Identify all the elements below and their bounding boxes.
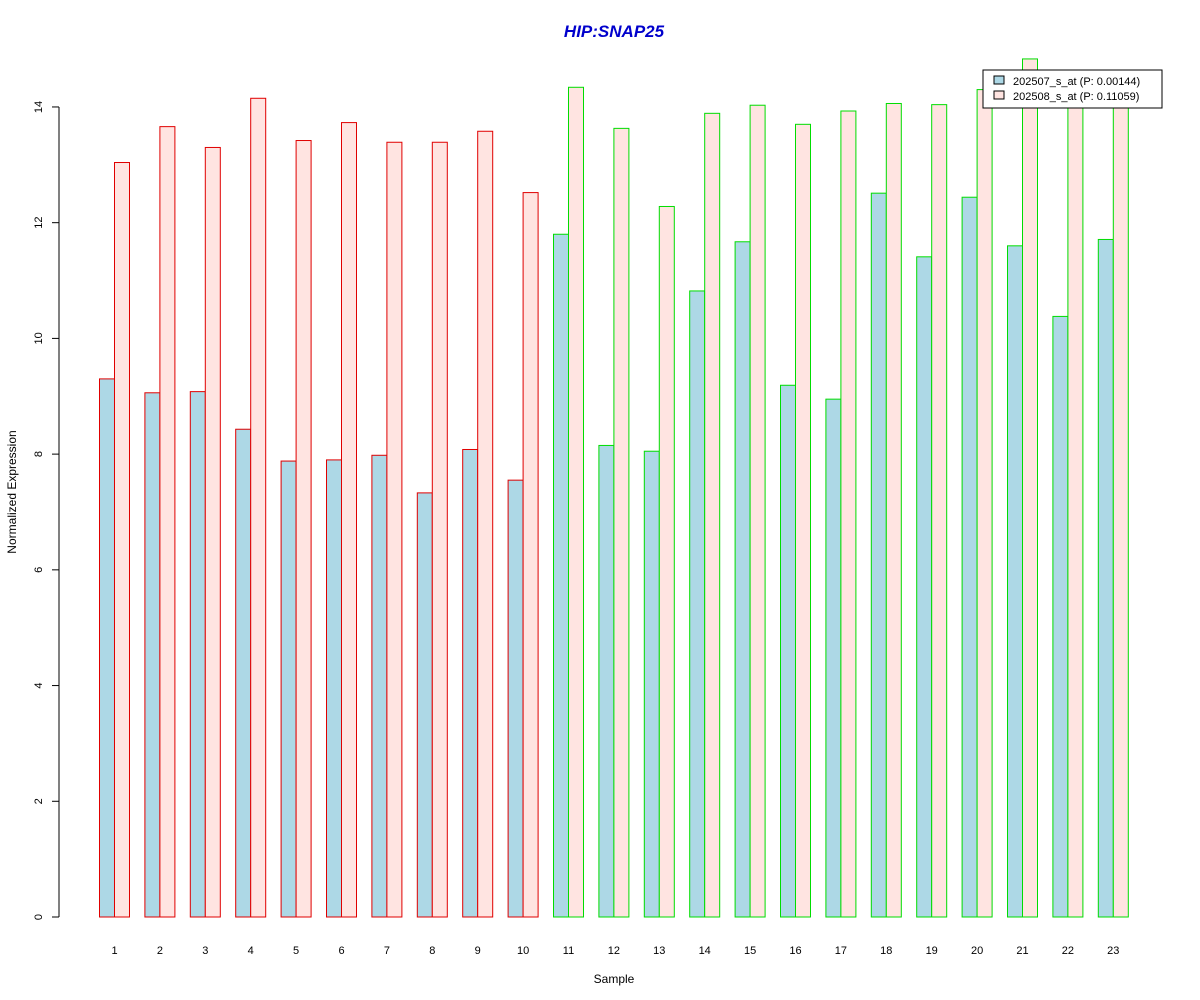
bar-sample-10-series-2: [522, 192, 539, 918]
legend-box: [982, 69, 1163, 109]
bar-sample-7-series-2: [386, 141, 403, 918]
bar-sample-13-series-1: [643, 450, 660, 918]
bar-sample-22-series-2: [1067, 103, 1084, 918]
bar-sample-19-series-2: [931, 104, 948, 918]
y-tick-label: 4: [33, 682, 45, 688]
x-tick-label: 22: [1062, 945, 1074, 957]
bar-sample-8-series-1: [416, 492, 433, 918]
bar-sample-14-series-2: [704, 112, 721, 918]
x-tick-label: 2: [157, 945, 163, 957]
x-tick-label: 20: [971, 945, 983, 957]
bar-sample-15-series-2: [749, 104, 766, 918]
bar-sample-10-series-1: [507, 479, 524, 918]
y-tick-label: 8: [33, 451, 45, 457]
x-tick-label: 16: [789, 945, 801, 957]
legend-swatch-series-2: [993, 90, 1005, 100]
y-tick-label: 6: [33, 567, 45, 573]
x-tick-labels: 1 2 3 4 5 6 7 8 9 10 11 12 13 14 15 16 17 18 19 20 21 22 23: [111, 945, 1119, 957]
bar-sample-18-series-1: [870, 192, 887, 918]
y-tick-label: 2: [33, 798, 45, 804]
x-tick-label: 12: [608, 945, 620, 957]
x-tick-label: 3: [202, 945, 208, 957]
legend-label-series-2: 202508_s_at (P: 0.11059): [1013, 91, 1139, 103]
x-tick-label: 5: [293, 945, 299, 957]
bar-sample-22-series-1: [1052, 315, 1069, 918]
bar-sample-16-series-1: [780, 384, 796, 918]
bar-sample-6-series-1: [326, 459, 342, 918]
bar-sample-16-series-2: [795, 123, 811, 918]
y-tick-label: 10: [33, 332, 45, 344]
bar-sample-19-series-1: [916, 256, 933, 918]
x-tick-label: 13: [653, 945, 665, 957]
bar-sample-2-series-2: [159, 126, 176, 918]
bar-sample-12-series-1: [598, 444, 615, 918]
bar-sample-3-series-1: [189, 391, 206, 918]
y-axis-label: Normalized Expression: [5, 430, 19, 553]
bar-sample-11-series-2: [568, 86, 584, 918]
y-tick-label: 12: [33, 217, 45, 229]
bar-sample-9-series-1: [462, 448, 479, 918]
bar-sample-20-series-2: [976, 89, 993, 918]
x-tick-label: 8: [429, 945, 435, 957]
bar-sample-21-series-1: [1007, 245, 1023, 918]
y-tick-label: 0: [33, 914, 45, 920]
bar-sample-14-series-1: [689, 290, 706, 918]
x-tick-label: 1: [111, 945, 117, 957]
x-tick-label: 4: [248, 945, 254, 957]
bar-sample-17-series-1: [825, 398, 842, 918]
bar-sample-3-series-2: [204, 146, 221, 918]
bar-sample-11-series-1: [553, 233, 569, 918]
bar-sample-5-series-1: [280, 460, 297, 918]
bar-sample-4-series-1: [235, 428, 252, 918]
legend: 202507_s_at (P: 0.00144) 202508_s_at (P:…: [982, 69, 1163, 109]
bar-sample-8-series-2: [431, 141, 448, 918]
bar-sample-18-series-2: [885, 102, 902, 918]
x-tick-label: 23: [1107, 945, 1119, 957]
x-tick-label: 18: [880, 945, 892, 957]
x-tick-label: 21: [1016, 945, 1028, 957]
bar-sample-13-series-2: [658, 205, 675, 918]
legend-swatch-series-1: [993, 75, 1005, 85]
x-tick-label: 9: [475, 945, 481, 957]
bar-sample-1-series-1: [99, 378, 115, 918]
x-tick-label: 11: [563, 945, 574, 957]
x-tick-label: 19: [926, 945, 938, 957]
y-axis: 0 2 4 6 8 10 12 14: [33, 101, 60, 920]
bar-sample-21-series-2: [1022, 58, 1038, 918]
chart-title: HIP:SNAP25: [564, 22, 665, 41]
y-tick-label: 14: [33, 101, 45, 113]
bar-sample-2-series-1: [144, 392, 161, 918]
x-tick-label: 7: [384, 945, 390, 957]
bar-sample-1-series-2: [114, 162, 130, 918]
x-tick-label: 14: [699, 945, 711, 957]
bar-sample-4-series-2: [250, 97, 267, 918]
x-tick-label: 17: [835, 945, 847, 957]
bar-sample-15-series-1: [734, 241, 751, 918]
x-tick-label: 10: [517, 945, 529, 957]
x-axis-label: Sample: [594, 972, 635, 986]
x-tick-label: 15: [744, 945, 756, 957]
bar-sample-20-series-1: [961, 196, 978, 918]
x-tick-label: 6: [338, 945, 344, 957]
bar-sample-6-series-2: [341, 122, 357, 918]
bar-sample-5-series-2: [295, 140, 312, 918]
legend-label-series-1: 202507_s_at (P: 0.00144): [1013, 76, 1140, 88]
bar-sample-17-series-2: [840, 110, 857, 918]
bar-sample-12-series-2: [613, 127, 630, 918]
bar-sample-9-series-2: [477, 130, 494, 918]
bars-group: [99, 58, 1129, 918]
bar-sample-7-series-1: [371, 454, 388, 918]
bar-sample-23-series-2: [1112, 104, 1129, 918]
bar-sample-23-series-1: [1097, 238, 1114, 918]
